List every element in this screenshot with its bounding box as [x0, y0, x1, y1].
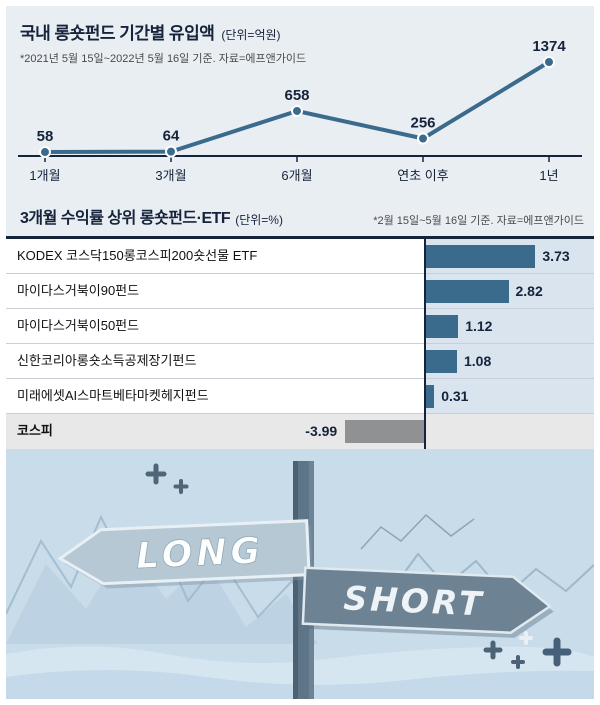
table-row: 마이다스거북이50펀드 1.12 — [6, 309, 594, 344]
fund-name: KODEX 코스닥150롱코스피200숏선물 ETF — [6, 239, 425, 273]
data-point — [39, 146, 51, 159]
inflow-line-chart: 58 1개월 64 3개월 658 6개월 256 연초 이후 1374 1년 — [18, 38, 582, 183]
return-value: 0.31 — [441, 388, 469, 404]
x-axis-label: 6개월 — [281, 168, 312, 183]
bar-zone: 1.12 — [425, 309, 594, 343]
fund-name: 마이다스거북이50펀드 — [6, 309, 425, 343]
data-point — [291, 104, 303, 117]
table-row: -3.99 코스피 — [6, 414, 594, 449]
bar-zone — [425, 414, 594, 449]
x-axis-label: 1년 — [539, 168, 558, 183]
return-value: -3.99 — [305, 423, 338, 439]
bar-zone: 1.08 — [425, 344, 594, 378]
return-bar — [425, 384, 435, 408]
long-short-illustration: LONG SHORT — [6, 449, 594, 699]
inflow-chart-unit: (단위=억원) — [221, 28, 281, 42]
negative-return-bar — [345, 420, 425, 443]
illustration-section: LONG SHORT — [6, 449, 594, 699]
returns-chart-header: 3개월 수익률 상위 롱숏펀드·ETF (단위=%) *2월 15일~5월 16… — [6, 200, 594, 236]
returns-chart-unit: (단위=%) — [235, 213, 283, 227]
x-axis-label: 3개월 — [155, 168, 186, 183]
plus-decoration — [145, 463, 572, 669]
fund-name: 마이다스거북이90펀드 — [6, 274, 425, 308]
return-bar — [425, 314, 459, 338]
x-axis-label: 1개월 — [29, 168, 60, 183]
long-sign: LONG — [57, 519, 314, 589]
return-value: 1.12 — [465, 318, 493, 334]
data-point — [165, 145, 177, 158]
table-row: KODEX 코스닥150롱코스피200숏선물 ETF 3.73 — [6, 239, 594, 274]
data-point-value: 1374 — [532, 38, 566, 55]
infographic-frame: 국내 롱숏펀드 기간별 유입액 (단위=억원) *2021년 5월 15일~202… — [6, 6, 594, 699]
bar-zone: 0.31 — [425, 379, 594, 413]
long-sign-label: LONG — [135, 531, 265, 578]
data-point — [417, 132, 429, 145]
returns-chart-title: 3개월 수익률 상위 롱숏펀드·ETF — [20, 210, 231, 227]
bar-zone: 2.82 — [425, 274, 594, 308]
return-value: 1.08 — [464, 353, 492, 369]
data-point-value: 64 — [163, 128, 180, 145]
return-bar — [425, 279, 509, 303]
data-point — [543, 56, 555, 68]
returns-bar-chart: KODEX 코스닥150롱코스피200숏선물 ETF 3.73 마이다스거북이90펀… — [6, 236, 594, 449]
return-value: 2.82 — [515, 283, 543, 299]
short-sign: SHORT — [301, 566, 554, 638]
table-row: 미래에셋AI스마트베타마켓헤지펀드 0.31 — [6, 379, 594, 414]
data-point-value: 658 — [284, 87, 309, 104]
table-row: 신한코리아롱숏소득공제장기펀드 1.08 — [6, 344, 594, 379]
fund-name: 미래에셋AI스마트베타마켓헤지펀드 — [6, 379, 425, 413]
returns-chart-section: 3개월 수익률 상위 롱숏펀드·ETF (단위=%) *2월 15일~5월 16… — [6, 200, 594, 449]
bar-zone: 3.73 — [425, 239, 594, 273]
return-bar — [425, 244, 536, 268]
bar-axis-line — [424, 239, 426, 449]
x-axis-label: 연초 이후 — [397, 168, 448, 183]
returns-chart-note: *2월 15일~5월 16일 기준. 자료=에프앤가이드 — [373, 215, 584, 227]
data-point-value: 58 — [37, 128, 54, 145]
inflow-chart-header: 국내 롱숏펀드 기간별 유입액 (단위=억원) *2021년 5월 15일~202… — [20, 19, 306, 66]
fund-name: 코스피 — [17, 423, 53, 438]
inflow-chart-title: 국내 롱숏펀드 기간별 유입액 — [20, 24, 215, 43]
data-point-value: 256 — [410, 114, 435, 131]
return-bar — [425, 349, 457, 373]
inflow-chart-note: *2021년 5월 15일~2022년 5월 16일 기준. 자료=에프앤가이드 — [20, 53, 307, 65]
table-row: 마이다스거북이90펀드 2.82 — [6, 274, 594, 309]
inflow-chart-section: 국내 롱숏펀드 기간별 유입액 (단위=억원) *2021년 5월 15일~202… — [6, 6, 594, 200]
fund-name: 신한코리아롱숏소득공제장기펀드 — [6, 344, 425, 378]
return-value: 3.73 — [542, 248, 570, 264]
short-sign-label: SHORT — [343, 578, 485, 623]
